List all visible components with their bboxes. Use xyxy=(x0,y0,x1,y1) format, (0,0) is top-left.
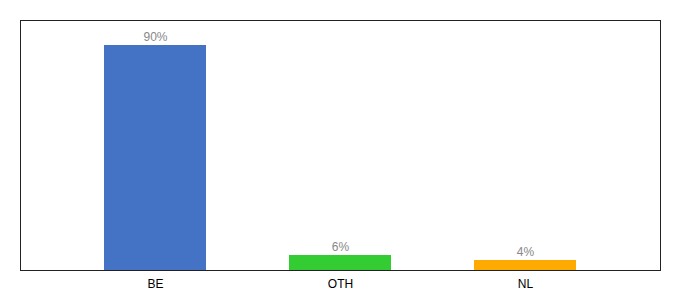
svg-text:90%: 90% xyxy=(143,30,167,44)
svg-text:BE: BE xyxy=(147,277,163,291)
svg-text:OTH: OTH xyxy=(328,277,353,291)
svg-text:6%: 6% xyxy=(332,240,350,254)
svg-text:4%: 4% xyxy=(517,245,535,259)
svg-text:NL: NL xyxy=(518,277,534,291)
